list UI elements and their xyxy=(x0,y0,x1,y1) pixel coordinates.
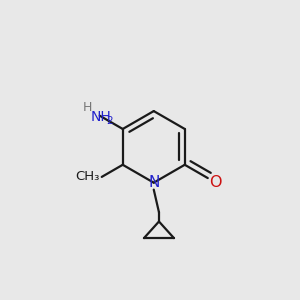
Text: O: O xyxy=(209,175,222,190)
Text: H: H xyxy=(82,101,92,114)
Text: NH: NH xyxy=(91,110,111,124)
Text: N: N xyxy=(148,175,159,190)
Text: CH₃: CH₃ xyxy=(75,170,99,183)
Text: 2: 2 xyxy=(106,116,113,126)
